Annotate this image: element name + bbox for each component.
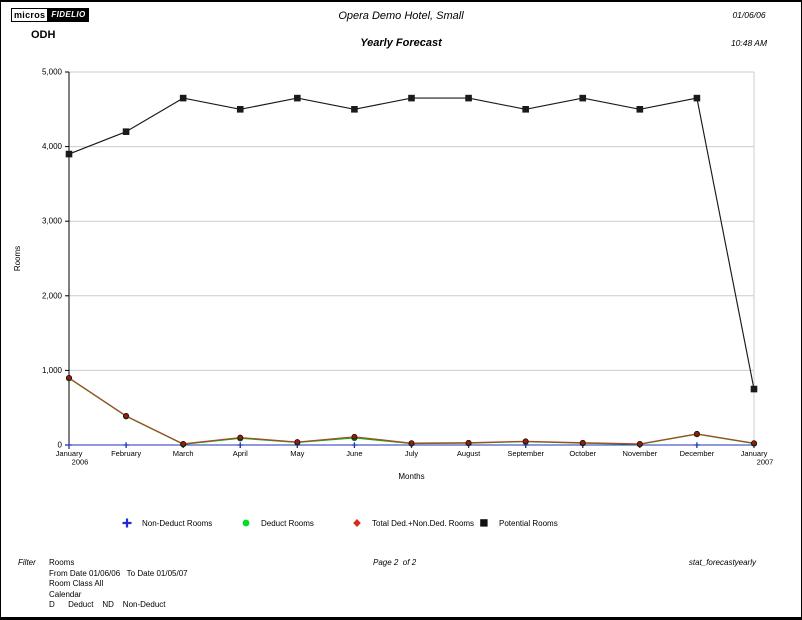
- svg-text:April: April: [233, 449, 248, 458]
- x-axis-title: Months: [398, 472, 424, 481]
- micros-fidelio-logo: micros FIDELIO: [11, 8, 89, 22]
- legend-label: Non-Deduct Rooms: [142, 518, 213, 528]
- x-axis: January 2006 February March April May June July…: [56, 444, 774, 481]
- svg-text:December: December: [680, 449, 715, 458]
- legend-item-non-deduct-rooms: Non-Deduct Rooms: [121, 517, 212, 529]
- filter-line: From Date 01/06/06 To Date 01/05/07: [49, 568, 188, 578]
- y-axis-title: Rooms: [13, 246, 22, 271]
- property-code: ODH: [31, 29, 56, 41]
- report-subtitle: Yearly Forecast: [360, 37, 442, 49]
- svg-text:November: November: [623, 449, 658, 458]
- diamond-marker-icon: [353, 519, 361, 527]
- plus-marker-icon: [122, 518, 132, 528]
- page-number: Page 2 of 2: [373, 558, 417, 567]
- svg-text:August: August: [457, 449, 481, 458]
- print-date: 01/06/06: [732, 10, 766, 20]
- print-time: 10:48 AM: [730, 38, 768, 48]
- square-marker-icon: [480, 519, 488, 527]
- svg-text:June: June: [346, 449, 362, 458]
- y-axis: 0 1,000 2,000 3,000 4,000 5,000 Rooms: [13, 68, 70, 450]
- svg-text:May: May: [290, 449, 304, 458]
- filter-details: Rooms From Date 01/06/06 To Date 01/05/0…: [49, 558, 188, 611]
- series-deduct-rooms: [65, 375, 758, 448]
- svg-text:5,000: 5,000: [42, 68, 63, 77]
- legend-item-total-rooms: Total Ded.+Non.Ded. Rooms: [351, 517, 474, 529]
- svg-text:0: 0: [58, 441, 63, 450]
- legend-label: Deduct Rooms: [261, 518, 314, 528]
- svg-text:October: October: [569, 449, 596, 458]
- svg-text:March: March: [173, 449, 194, 458]
- legend-label: Total Ded.+Non.Ded. Rooms: [372, 518, 475, 528]
- svg-text:1,000: 1,000: [42, 366, 63, 375]
- fidelio-logo-text: FIDELIO: [48, 8, 89, 22]
- svg-text:2,000: 2,000: [42, 291, 63, 300]
- filter-line: Rooms: [49, 558, 75, 567]
- svg-text:September: September: [507, 449, 544, 458]
- series-potential-rooms: [65, 94, 758, 393]
- legend-item-potential-rooms: Potential Rooms: [478, 517, 558, 529]
- svg-text:July: July: [405, 449, 419, 458]
- svg-text:February: February: [111, 449, 141, 458]
- filter-line: D Deduct ND Non-Deduct: [49, 600, 166, 609]
- filter-label: Filter: [18, 558, 36, 567]
- svg-text:4,000: 4,000: [42, 142, 63, 151]
- filter-line: Calendar: [49, 589, 82, 599]
- legend-label: Potential Rooms: [499, 518, 558, 528]
- legend-item-deduct-rooms: Deduct Rooms: [240, 517, 314, 529]
- filter-line: Room Class All: [49, 579, 104, 588]
- micros-logo-text: micros: [11, 8, 49, 22]
- yearly-forecast-chart: 0 1,000 2,000 3,000 4,000 5,000 Rooms January 20…: [13, 68, 774, 482]
- y-gridlines: [69, 71, 755, 445]
- report-title: Opera Demo Hotel, Small: [338, 10, 464, 22]
- series-total-ded-non-ded-rooms: [66, 374, 757, 447]
- report-file-name: stat_forecastyearly: [688, 558, 756, 567]
- svg-text:3,000: 3,000: [42, 217, 63, 226]
- circle-marker-icon: [242, 519, 250, 527]
